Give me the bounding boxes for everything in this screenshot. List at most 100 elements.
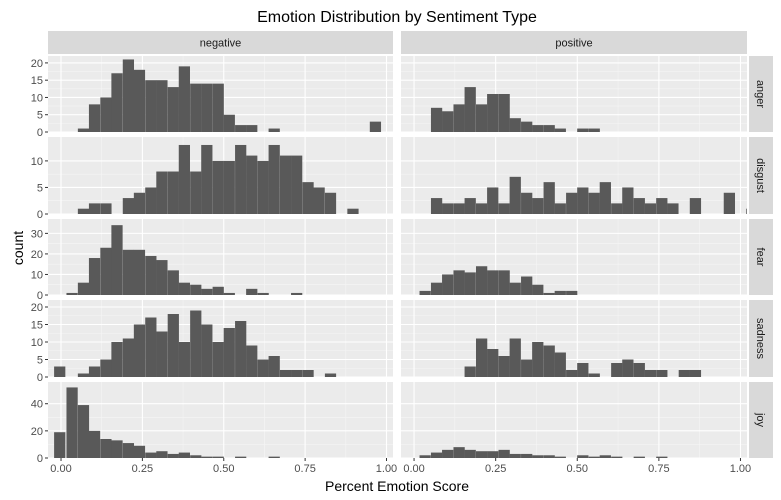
histogram-bar: [453, 104, 465, 132]
histogram-bar: [622, 359, 634, 377]
histogram-bar: [611, 363, 623, 377]
histogram-bar: [554, 352, 566, 377]
histogram-bar: [235, 456, 247, 458]
histogram-bar: [133, 192, 146, 214]
facet-strip-label: positive: [555, 38, 592, 50]
y-tick-label: 0: [37, 127, 43, 139]
y-tick-label: 15: [31, 320, 43, 332]
y-tick-label: 10: [31, 156, 43, 168]
histogram-bar: [487, 187, 499, 214]
histogram-bar: [419, 455, 431, 458]
histogram-bar: [88, 430, 101, 458]
histogram-bar: [521, 276, 533, 295]
histogram-bar: [678, 370, 690, 377]
histogram-bar: [122, 249, 135, 295]
histogram-bar: [246, 155, 258, 214]
bars-anger-positive: [430, 87, 600, 132]
histogram-bar: [442, 111, 454, 132]
y-tick-label: 0: [37, 372, 43, 384]
histogram-bar: [223, 328, 235, 377]
histogram-bar: [611, 203, 623, 214]
histogram-bar: [532, 198, 544, 214]
histogram-bar: [464, 87, 476, 132]
histogram-bar: [178, 144, 190, 214]
histogram-bar: [66, 292, 78, 295]
histogram-bar: [487, 270, 499, 295]
histogram-bar: [509, 176, 521, 214]
histogram-bar: [77, 373, 90, 377]
histogram-bar: [521, 359, 533, 377]
histogram-bar: [588, 192, 600, 214]
histogram-bar: [464, 198, 476, 214]
facet-strip-anger: [749, 56, 773, 132]
y-tick-label: 5: [37, 110, 43, 122]
histogram-bar: [246, 125, 258, 132]
histogram-bar: [498, 449, 510, 458]
y-tick-label: 0: [37, 209, 43, 221]
histogram-bar: [475, 203, 488, 214]
y-tick-label: 20: [31, 302, 43, 314]
histogram-bar: [313, 187, 325, 214]
histogram-bar: [588, 128, 600, 132]
histogram-bar: [543, 182, 555, 214]
y-tick-label: 10: [31, 92, 43, 104]
histogram-bar: [656, 198, 668, 214]
histogram-bar: [133, 249, 146, 295]
y-tick-label: 5: [37, 182, 43, 194]
histogram-bar: [178, 452, 190, 458]
histogram-bar: [689, 370, 702, 377]
histogram-bar: [509, 118, 521, 132]
histogram-bar: [77, 282, 90, 295]
histogram-bar: [167, 87, 179, 132]
histogram-bar: [122, 198, 135, 214]
histogram-bar: [100, 97, 112, 132]
histogram-bar: [577, 455, 589, 458]
histogram-bar: [111, 342, 123, 377]
bars-disgust-negative: [77, 144, 359, 214]
histogram-bar: [487, 451, 499, 458]
histogram-bar: [54, 366, 66, 377]
histogram-bar: [156, 451, 168, 458]
y-tick-label: 40: [31, 399, 43, 411]
facet-strips: negative positive anger disgust fear sadness j…: [48, 31, 773, 458]
histogram-bar: [279, 155, 292, 214]
histogram-bar: [475, 104, 488, 132]
histogram-bar: [111, 73, 123, 132]
histogram-bar: [133, 324, 146, 377]
histogram-bar: [554, 128, 566, 132]
histogram-bar: [419, 290, 431, 295]
histogram-bar: [498, 94, 510, 132]
histogram-bar: [656, 370, 668, 377]
histogram-bar: [156, 260, 168, 295]
histogram-bar: [100, 439, 112, 458]
histogram-bar: [475, 266, 488, 295]
histogram-bar: [201, 456, 213, 458]
histogram-bar: [190, 284, 202, 295]
histogram-bar: [521, 192, 533, 214]
histogram-bar: [453, 447, 465, 458]
x-axis-title: Percent Emotion Score: [325, 478, 469, 494]
histogram-bar: [464, 272, 476, 295]
histogram-bar: [746, 208, 747, 214]
histogram-bar: [498, 203, 510, 214]
histogram-bar: [442, 203, 454, 214]
histogram-bar: [257, 359, 269, 377]
histogram-bar: [145, 255, 157, 295]
histogram-bar: [223, 160, 235, 214]
histogram-bar: [190, 455, 202, 458]
histogram-bar: [487, 94, 499, 132]
histogram-bar: [246, 345, 258, 377]
bars-anger-negative: [77, 59, 382, 132]
histogram-bar: [190, 171, 202, 214]
histogram-bar: [178, 342, 190, 377]
histogram-bar: [100, 247, 112, 295]
bars-disgust-positive: [430, 176, 747, 214]
histogram-bar: [475, 451, 488, 458]
panels-layer: [48, 56, 747, 459]
histogram-bar: [532, 284, 544, 295]
histogram-bar: [667, 203, 679, 214]
histogram-bar: [498, 356, 510, 377]
histogram-bar: [133, 445, 146, 458]
histogram-bar: [543, 125, 555, 132]
